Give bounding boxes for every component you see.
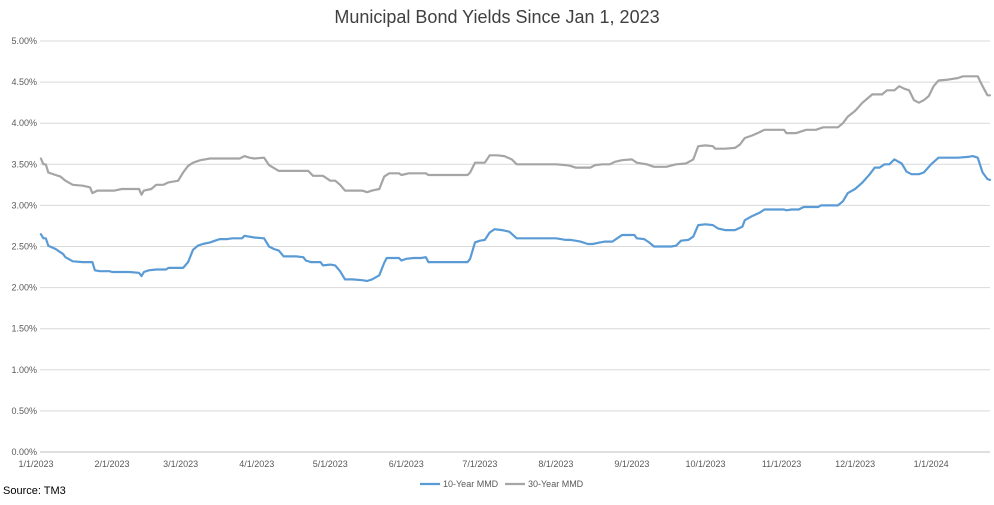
- y-tick-label: 4.00%: [11, 118, 37, 128]
- x-tick-label: 12/1/2023: [835, 459, 875, 469]
- source-note: Source: TM3: [3, 485, 66, 497]
- x-tick-label: 9/1/2023: [614, 459, 649, 469]
- x-tick-label: 5/1/2023: [313, 459, 348, 469]
- chart-title: Municipal Bond Yields Since Jan 1, 2023: [334, 7, 659, 27]
- x-tick-label: 6/1/2023: [389, 459, 424, 469]
- x-tick-label: 7/1/2023: [462, 459, 497, 469]
- series-line-30-year: [39, 75, 992, 196]
- x-tick-label: 11/1/2023: [762, 459, 801, 469]
- legend-label: 30-Year MMD: [528, 479, 584, 489]
- x-tick-label: 8/1/2023: [538, 459, 573, 469]
- y-tick-label: 4.50%: [11, 77, 37, 87]
- y-tick-label: 1.50%: [11, 324, 37, 334]
- y-tick-label: 5.00%: [11, 36, 37, 46]
- legend-label: 10-Year MMD: [443, 479, 499, 489]
- series-line-10-year: [39, 155, 992, 283]
- x-tick-label: 1/1/2023: [18, 459, 53, 469]
- gridlines: [40, 40, 990, 453]
- x-tick-label: 10/1/2023: [685, 459, 725, 469]
- x-tick-label: 1/1/2024: [914, 459, 949, 469]
- y-tick-label: 3.50%: [11, 159, 37, 169]
- y-tick-label: 0.00%: [11, 447, 37, 457]
- y-tick-label: 2.00%: [11, 283, 37, 293]
- x-axis-ticks: 1/1/2023 2/1/2023 3/1/2023 4/1/2023 5/1/2023…: [18, 459, 948, 469]
- y-tick-label: 2.50%: [11, 242, 37, 252]
- legend: 10-Year MMD 30-Year MMD: [420, 479, 584, 489]
- x-tick-label: 2/1/2023: [95, 459, 130, 469]
- y-axis-ticks: 0.00% 0.50% 1.00% 1.50% 2.00% 2.50% 3.00% 3.50%…: [11, 36, 37, 457]
- y-tick-label: 0.50%: [11, 406, 37, 416]
- x-tick-label: 4/1/2023: [239, 459, 274, 469]
- y-tick-label: 3.00%: [11, 200, 37, 210]
- series-lines: [39, 75, 992, 283]
- x-tick-label: 3/1/2023: [163, 459, 198, 469]
- y-tick-label: 1.00%: [11, 365, 37, 375]
